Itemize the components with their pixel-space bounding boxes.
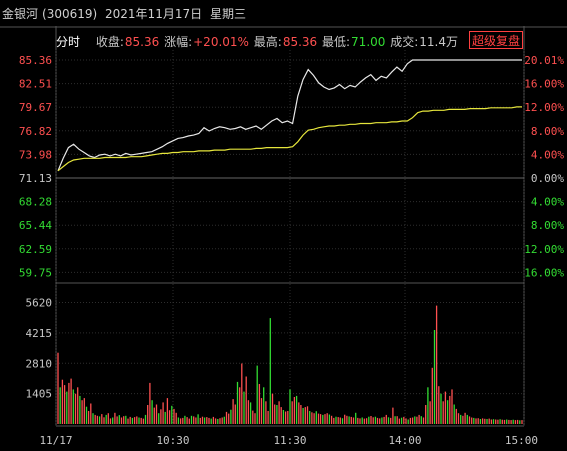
percent-tick-label: 20.01%	[524, 54, 564, 67]
trade-weekday: 星期三	[209, 7, 246, 21]
price-line	[57, 59, 522, 172]
trade-date: 2021年11月17日	[105, 7, 203, 21]
volume-label: 成交:	[390, 35, 419, 49]
time-tick-label: 15:00	[505, 434, 538, 447]
percent-tick-label: 8.00%	[531, 219, 564, 232]
price-tick-label: 76.82	[19, 125, 52, 138]
price-lines	[57, 59, 522, 172]
low-label: 最低:	[322, 35, 351, 49]
volume-tick-label: 1405	[26, 388, 53, 401]
volume-tick-label: 5620	[26, 297, 53, 310]
chart-grid	[0, 26, 567, 427]
volume-bars	[57, 305, 523, 424]
high-label: 最高:	[253, 35, 282, 49]
time-tick-label: 11:30	[273, 434, 306, 447]
volume-tick-label: 4215	[26, 327, 53, 340]
percent-tick-label: 16.00%	[524, 78, 564, 91]
time-tick-label: 11/17	[39, 434, 72, 447]
price-tick-label: 62.59	[19, 243, 52, 256]
time-tick-label: 10:30	[156, 434, 189, 447]
close-label: 收盘:	[95, 35, 124, 49]
percent-tick-label: 4.00%	[531, 148, 564, 161]
stock-name: 金银河	[2, 7, 39, 21]
percent-tick-label: 8.00%	[531, 125, 564, 138]
price-tick-label: 82.51	[19, 78, 52, 91]
low-value: 71.00	[351, 35, 386, 49]
stock-title: 金银河 (300619) 2021年11月17日 星期三	[2, 5, 250, 22]
average-price-line	[57, 106, 522, 172]
quote-info-bar: 分时 收盘:85.36 涨幅:+20.01% 最高:85.36 最低:71.00…	[56, 33, 459, 50]
change-label: 涨幅:	[164, 35, 193, 49]
volume-value: 11.4万	[419, 35, 459, 49]
price-tick-label: 68.28	[19, 196, 52, 209]
price-tick-label: 59.75	[19, 266, 52, 279]
volume-axis-labels: 5620 4215 2810 1405	[26, 297, 53, 401]
close-value: 85.36	[124, 35, 160, 49]
stock-code: (300619)	[42, 7, 98, 21]
percent-axis-labels: 20.01% 16.00% 12.00% 8.00% 4.00% 0.00% 4.00% 8.…	[524, 54, 564, 279]
super-review-button[interactable]: 超级复盘	[469, 31, 523, 49]
high-value: 85.36	[282, 35, 318, 49]
change-value: +20.01%	[193, 35, 249, 49]
volume-tick-label: 2810	[26, 357, 53, 370]
price-tick-label: 73.98	[19, 148, 52, 161]
percent-tick-label: 12.00%	[524, 243, 564, 256]
time-axis-labels: 11/17 10:30 11:30 14:00 15:00	[39, 434, 538, 447]
price-tick-label: 71.13	[19, 172, 52, 185]
mode-label[interactable]: 分时	[56, 35, 81, 49]
price-axis-labels: 85.36 82.51 79.67 76.82 73.98 71.13 68.28 65.44…	[19, 54, 52, 279]
price-tick-label: 85.36	[19, 54, 52, 67]
percent-tick-label: 12.00%	[524, 101, 564, 114]
price-tick-label: 79.67	[19, 101, 52, 114]
time-tick-label: 14:00	[388, 434, 421, 447]
percent-tick-label: 16.00%	[524, 266, 564, 279]
percent-tick-label: 0.00%	[531, 172, 564, 185]
price-tick-label: 65.44	[19, 219, 52, 232]
percent-tick-label: 4.00%	[531, 196, 564, 209]
